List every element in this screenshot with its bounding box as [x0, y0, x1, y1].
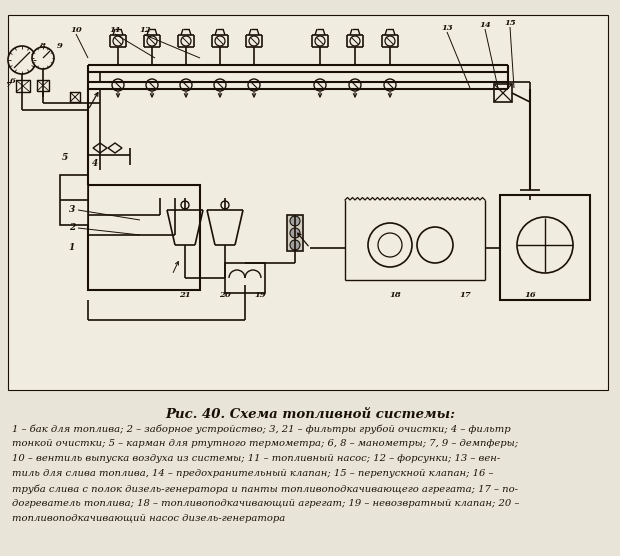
Circle shape: [181, 36, 191, 46]
Circle shape: [146, 79, 158, 91]
Text: тонкой очистки; 5 – карман для ртутного термометра; 6, 8 – манометры; 7, 9 – дем: тонкой очистки; 5 – карман для ртутного …: [12, 439, 518, 448]
Bar: [16, 80, 30, 92]
Circle shape: [32, 47, 54, 69]
Circle shape: [385, 36, 395, 46]
Text: 16: 16: [524, 291, 536, 299]
Circle shape: [180, 79, 192, 91]
Circle shape: [248, 79, 260, 91]
Text: топливоподкачивающий насос дизель-генератора: топливоподкачивающий насос дизель-генера…: [12, 514, 285, 523]
Circle shape: [314, 79, 326, 91]
Text: 4: 4: [92, 158, 98, 167]
Text: 6: 6: [10, 77, 16, 85]
Polygon shape: [108, 143, 122, 153]
Bar: [88, 185, 200, 290]
Circle shape: [214, 79, 226, 91]
Circle shape: [290, 216, 300, 226]
Circle shape: [8, 46, 36, 74]
Text: тиль для слива топлива, 14 – предохранительный клапан; 15 – перепускной клапан; : тиль для слива топлива, 14 – предохранит…: [12, 469, 494, 478]
Text: 2: 2: [69, 224, 75, 232]
Text: 15: 15: [504, 19, 516, 27]
Text: 8: 8: [39, 42, 45, 50]
Circle shape: [349, 79, 361, 91]
Text: 1 – бак для топлива; 2 – заборное устройство; 3, 21 – фильтры грубой очистки; 4 : 1 – бак для топлива; 2 – заборное устрой…: [12, 424, 511, 434]
Circle shape: [215, 36, 225, 46]
Text: 12: 12: [139, 26, 151, 34]
Circle shape: [315, 36, 325, 46]
Text: 7: 7: [5, 81, 11, 89]
Text: 18: 18: [389, 291, 401, 299]
Circle shape: [112, 79, 124, 91]
Text: 10: 10: [70, 26, 82, 34]
Circle shape: [181, 201, 189, 209]
Circle shape: [368, 223, 412, 267]
Bar: [60, 175, 88, 225]
Circle shape: [417, 227, 453, 263]
Text: Рис. 40. Схема топливной системы:: Рис. 40. Схема топливной системы:: [165, 408, 455, 421]
Text: 9: 9: [57, 42, 63, 50]
Polygon shape: [93, 143, 107, 153]
Bar: [70, 92, 80, 102]
Circle shape: [113, 36, 123, 46]
Circle shape: [350, 36, 360, 46]
Bar: [494, 84, 512, 102]
Circle shape: [378, 233, 402, 257]
Bar: [287, 215, 303, 251]
Text: труба слива с полок дизель-генератора и панты топливоподкачивающего агрегата; 17: труба слива с полок дизель-генератора и …: [12, 484, 518, 494]
Text: 20: 20: [219, 291, 231, 299]
Circle shape: [290, 240, 300, 250]
Text: 10 – вентиль выпуска воздуха из системы; 11 – топливный насос; 12 – форсунки; 13: 10 – вентиль выпуска воздуха из системы;…: [12, 454, 500, 463]
Text: догреватель топлива; 18 – топливоподкачивающий агрегат; 19 – невозвратный клапан: догреватель топлива; 18 – топливоподкачи…: [12, 499, 520, 508]
Circle shape: [290, 228, 300, 238]
Text: 19: 19: [254, 291, 266, 299]
Bar: [225, 263, 265, 293]
Bar: [500, 195, 590, 300]
Circle shape: [147, 36, 157, 46]
Text: 11: 11: [109, 26, 121, 34]
Text: 17: 17: [459, 291, 471, 299]
Text: 13: 13: [441, 24, 453, 32]
Circle shape: [221, 201, 229, 209]
Circle shape: [517, 217, 573, 273]
Circle shape: [249, 36, 259, 46]
Bar: [88, 65, 508, 89]
Bar: [8, 15, 608, 390]
Bar: [37, 80, 49, 91]
Text: 3: 3: [69, 206, 75, 215]
Text: 21: 21: [179, 291, 191, 299]
Text: 1: 1: [69, 244, 75, 252]
Circle shape: [384, 79, 396, 91]
Text: 5: 5: [62, 152, 68, 161]
Text: 14: 14: [479, 21, 491, 29]
